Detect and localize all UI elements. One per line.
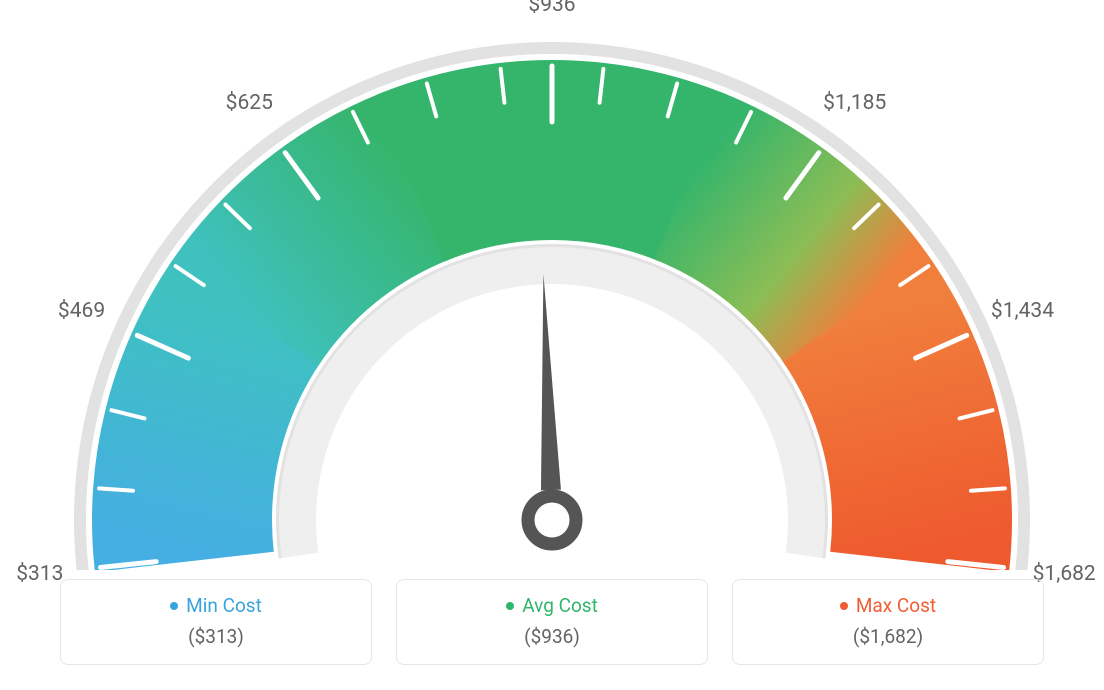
legend-card-min: Min Cost ($313)	[60, 579, 372, 665]
legend-card-avg: Avg Cost ($936)	[396, 579, 708, 665]
gauge-svg	[0, 0, 1104, 570]
legend-value-max: ($1,682)	[733, 625, 1043, 648]
legend-label-max: Max Cost	[856, 594, 936, 617]
legend-value-avg: ($936)	[397, 625, 707, 648]
legend-card-max: Max Cost ($1,682)	[732, 579, 1044, 665]
legend-row: Min Cost ($313) Avg Cost ($936) Max Cost…	[60, 579, 1044, 665]
gauge-tick-label: $1,185	[823, 91, 886, 115]
gauge-tick-label: $625	[226, 91, 273, 115]
legend-title-min: Min Cost	[61, 594, 371, 617]
legend-label-avg: Avg Cost	[522, 594, 598, 617]
gauge-tick-label: $469	[58, 299, 105, 323]
gauge-tick-label: $936	[528, 0, 575, 17]
gauge-tick-label: $313	[16, 562, 63, 586]
legend-dot-avg	[506, 602, 514, 610]
gauge-tick-label: $1,434	[991, 299, 1054, 323]
gauge-chart: $313$469$625$936$1,185$1,434$1,682	[0, 0, 1104, 570]
cost-gauge-container: $313$469$625$936$1,185$1,434$1,682 Min C…	[0, 0, 1104, 690]
legend-label-min: Min Cost	[186, 594, 262, 617]
legend-title-max: Max Cost	[733, 594, 1043, 617]
legend-dot-min	[170, 602, 178, 610]
legend-title-avg: Avg Cost	[397, 594, 707, 617]
legend-value-min: ($313)	[61, 625, 371, 648]
legend-dot-max	[840, 602, 848, 610]
